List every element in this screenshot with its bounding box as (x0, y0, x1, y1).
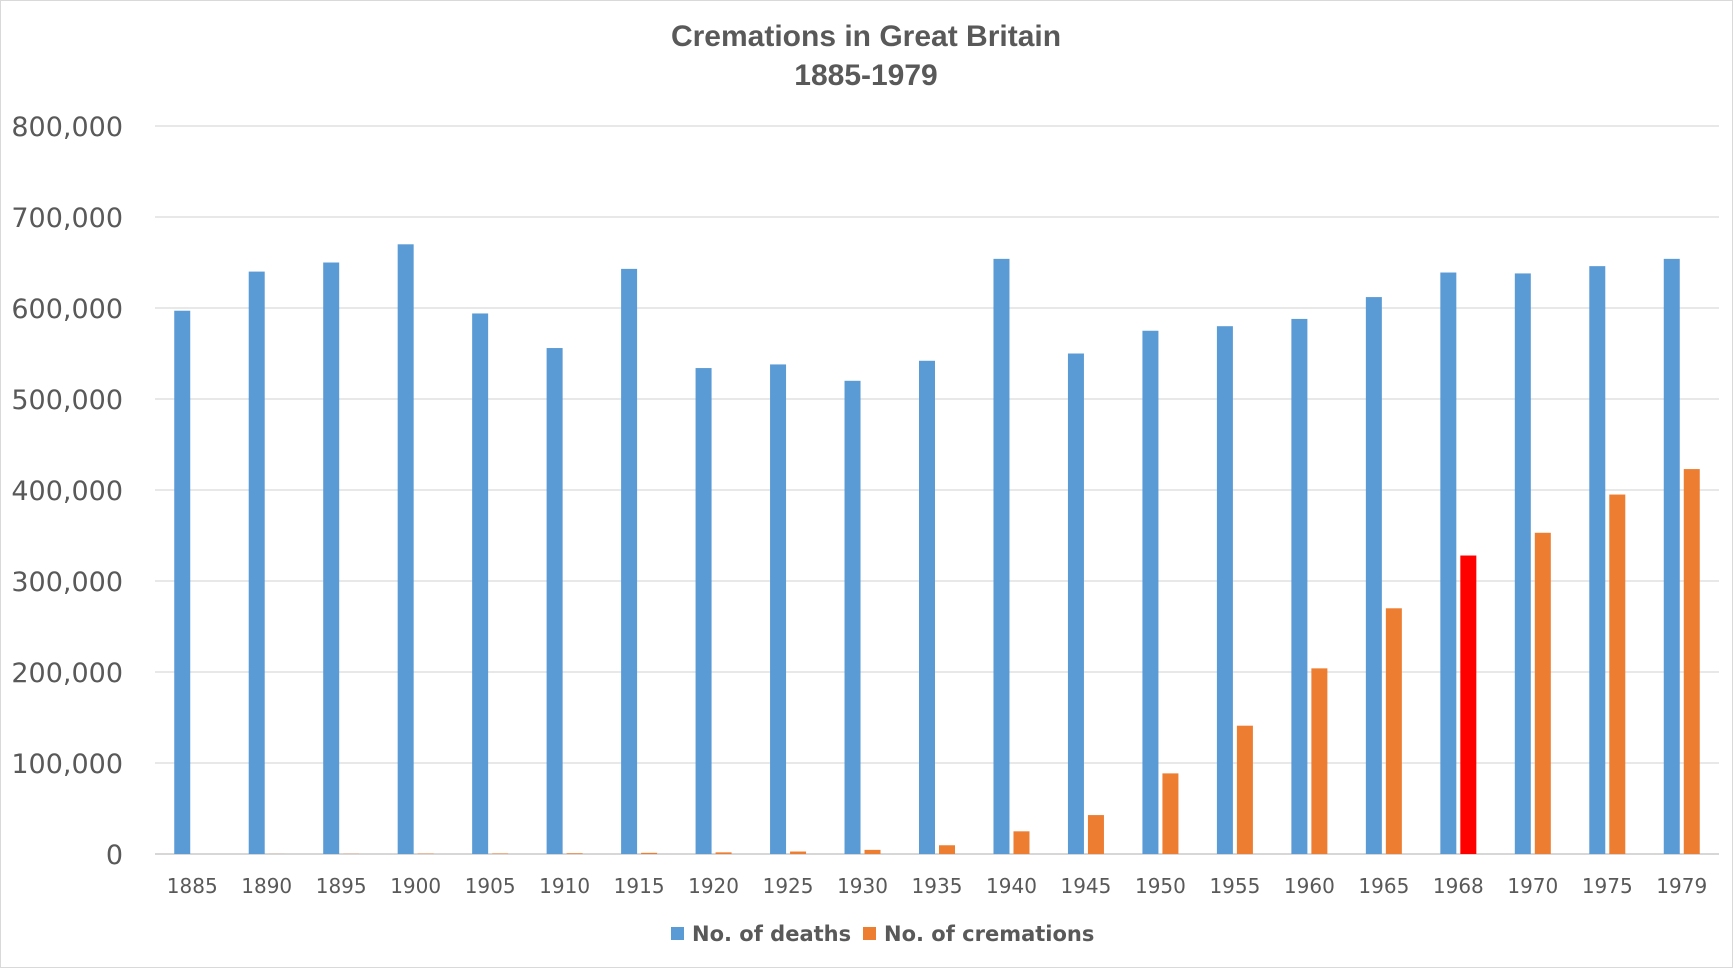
y-tick-label: 400,000 (11, 476, 123, 507)
y-tick-label: 0 (106, 840, 123, 871)
deaths-bar-1955 (1216, 326, 1233, 854)
x-tick-label: 1970 (1507, 874, 1558, 898)
cremations-bar-1945 (1087, 815, 1104, 854)
y-tick-label: 600,000 (11, 294, 123, 325)
deaths-bar-1975 (1589, 266, 1606, 854)
cremations-bar-1905 (492, 853, 509, 854)
cremations-bar-1970 (1534, 532, 1551, 854)
deaths-bar-1900 (397, 244, 414, 855)
cremations-bar-1960 (1311, 668, 1328, 854)
x-tick-label: 1925 (763, 874, 814, 898)
x-tick-label: 1945 (1060, 874, 1111, 898)
cremations-bar-1930 (864, 849, 881, 854)
cremations-bar-1915 (641, 852, 658, 854)
x-tick-label: 1915 (614, 874, 665, 898)
x-tick-label: 1935 (912, 874, 963, 898)
cremations-bar-1940 (1013, 831, 1030, 854)
deaths-bar-1905 (472, 313, 489, 855)
deaths-bar-1925 (770, 364, 787, 854)
x-tick-label: 1920 (688, 874, 739, 898)
x-tick-label: 1885 (167, 874, 218, 898)
x-tick-label: 1965 (1358, 874, 1409, 898)
x-tick-label: 1905 (465, 874, 516, 898)
deaths-bar-1950 (1142, 330, 1159, 854)
chart-subtitle: 1885-1979 (794, 59, 937, 92)
cremations-bar-1910 (566, 853, 583, 854)
bars (174, 244, 1700, 855)
x-tick-label: 1895 (316, 874, 367, 898)
y-tick-label: 800,000 (11, 112, 123, 143)
deaths-bar-1890 (248, 271, 265, 855)
y-tick-label: 500,000 (11, 385, 123, 416)
y-tick-label: 700,000 (11, 203, 123, 234)
deaths-bar-1920 (695, 368, 712, 854)
x-tick-label: 1940 (986, 874, 1037, 898)
x-tick-label: 1979 (1656, 874, 1707, 898)
cremations-bar-1925 (790, 851, 807, 854)
x-tick-label: 1975 (1582, 874, 1633, 898)
legend-swatch-deaths (671, 927, 684, 940)
legend: No. of deaths No. of cremations (671, 922, 1094, 946)
cremations-bar-1950 (1162, 773, 1179, 854)
cremations-bar-1920 (715, 852, 732, 854)
deaths-bar-1960 (1291, 318, 1308, 854)
deaths-bar-1940 (993, 258, 1010, 854)
cremations-bar-1968 (1460, 555, 1477, 854)
y-tick-label: 300,000 (11, 567, 123, 598)
gridlines (155, 125, 1719, 855)
chart-title: Cremations in Great Britain (671, 20, 1061, 53)
x-tick-label: 1930 (837, 874, 888, 898)
legend-swatch-cremations (863, 927, 876, 940)
legend-label-deaths: No. of deaths (692, 922, 851, 946)
x-tick-label: 1890 (241, 874, 292, 898)
deaths-bar-1895 (323, 262, 340, 854)
deaths-bar-1910 (546, 348, 563, 854)
cremations-bar-1935 (939, 845, 955, 854)
deaths-bar-1965 (1365, 297, 1382, 855)
legend-label-cremations: No. of cremations (884, 922, 1094, 946)
cremations-bar-1955 (1236, 725, 1253, 854)
x-tick-label: 1968 (1433, 874, 1484, 898)
y-tick-label: 200,000 (11, 658, 123, 689)
deaths-bar-1915 (621, 268, 638, 854)
deaths-bar-1945 (1067, 353, 1084, 854)
cremations-bar-1979 (1683, 469, 1700, 854)
x-tick-label: 1910 (539, 874, 590, 898)
cremations-bar-1975 (1609, 494, 1626, 854)
x-tick-label: 1900 (390, 874, 441, 898)
cremations-bar-1965 (1385, 608, 1402, 854)
deaths-bar-1968 (1440, 272, 1457, 854)
y-axis-ticks: 0 100,000 200,000 300,000 400,000 500,000 600,… (11, 112, 123, 871)
deaths-bar-1885 (174, 310, 191, 855)
x-tick-label: 1960 (1284, 874, 1335, 898)
x-axis-ticks: 1885 1890 1895 1900 1905 1910 1915 1920 1925 1930… (167, 874, 1707, 898)
x-tick-label: 1955 (1209, 874, 1260, 898)
deaths-bar-1970 (1514, 273, 1531, 854)
deaths-bar-1930 (844, 380, 861, 854)
y-tick-label: 100,000 (11, 749, 123, 780)
deaths-bar-1979 (1663, 258, 1680, 854)
x-tick-label: 1950 (1135, 874, 1186, 898)
deaths-bar-1935 (919, 360, 935, 854)
